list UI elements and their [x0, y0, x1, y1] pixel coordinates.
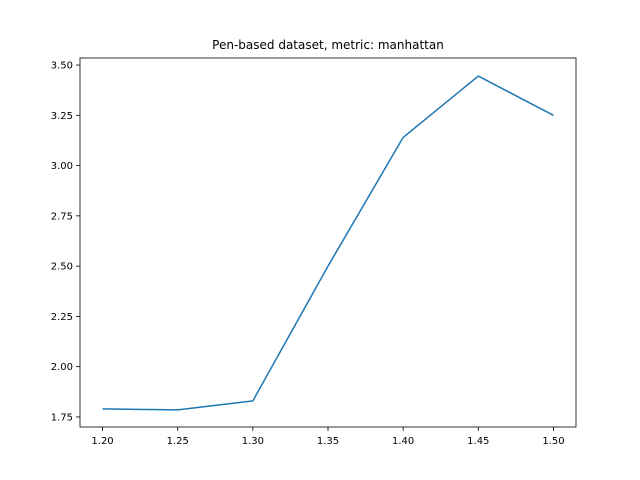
y-axis: 1.75 2.00 2.25 2.50 2.75 3.00 3.25 3.50	[51, 61, 80, 423]
plot-frame	[79, 57, 577, 428]
plot-area	[80, 58, 576, 427]
y-tick-label: 1.75	[51, 412, 73, 423]
y-tick-label: 3.00	[51, 161, 73, 172]
x-tick-label: 1.35	[317, 436, 339, 447]
x-tick-label: 1.50	[542, 436, 564, 447]
x-tick-label: 1.30	[242, 436, 264, 447]
y-tick-label: 2.00	[51, 362, 73, 373]
x-tick-label: 1.20	[91, 436, 113, 447]
y-tick-label: 2.25	[51, 312, 73, 323]
y-tick-label: 3.50	[51, 61, 73, 72]
series-layer	[102, 75, 554, 411]
series-line-0	[102, 75, 554, 411]
y-tick-label: 2.50	[51, 262, 73, 273]
x-tick-label: 1.40	[392, 436, 414, 447]
x-axis: 1.20 1.25 1.30 1.35 1.40 1.45 1.50	[91, 427, 565, 447]
x-tick-label: 1.25	[167, 436, 189, 447]
chart-title: Pen-based dataset, metric: manhattan	[212, 38, 444, 52]
y-tick-label: 2.75	[51, 211, 73, 222]
x-tick-label: 1.45	[467, 436, 489, 447]
y-tick-label: 3.25	[51, 111, 73, 122]
